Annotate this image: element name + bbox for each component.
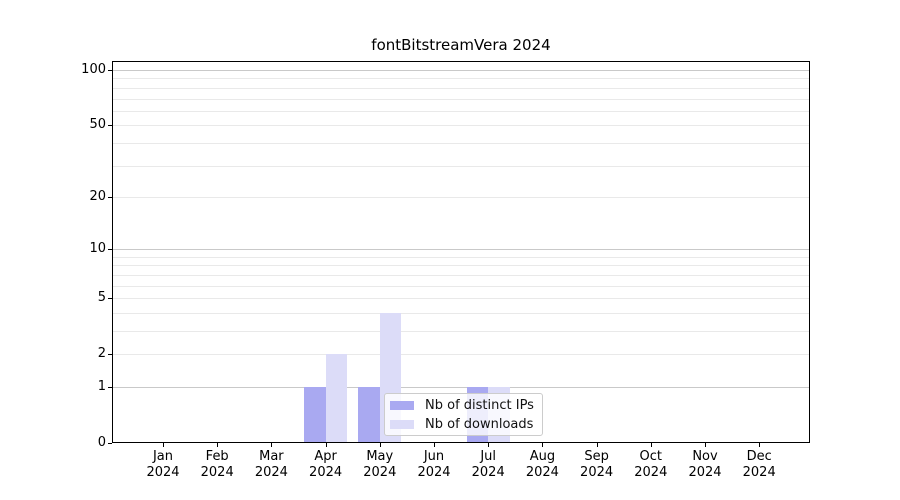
gridline-minor xyxy=(113,354,809,356)
x-tick-mark xyxy=(542,443,544,447)
x-tick-year: 2024 xyxy=(580,465,614,480)
x-tick-mark xyxy=(759,443,761,447)
y-tick-label: 20 xyxy=(89,188,106,204)
y-tick-mark xyxy=(108,387,112,388)
legend-label: Nb of distinct IPs xyxy=(425,397,534,413)
y-tick-label: 1 xyxy=(97,379,106,394)
x-tick-year: 2024 xyxy=(471,465,505,480)
legend-swatch-distinct-ips xyxy=(390,400,414,410)
bar-downloads xyxy=(325,354,348,442)
gridline-major xyxy=(113,249,809,251)
x-tick-year: 2024 xyxy=(200,465,234,480)
legend-swatch-downloads xyxy=(390,419,414,429)
x-tick-month: Jun xyxy=(423,449,445,464)
gridline-minor xyxy=(113,274,809,276)
x-tick-label: May 2024 xyxy=(348,449,412,481)
x-tick-month: Apr xyxy=(314,449,337,464)
gridline-minor xyxy=(113,142,809,144)
y-tick-mark xyxy=(108,298,112,300)
gridline-minor xyxy=(113,125,809,127)
y-tick-label: 100 xyxy=(81,62,106,77)
x-tick-label: Sep 2024 xyxy=(565,449,629,481)
x-tick-label: Jun 2024 xyxy=(402,449,466,481)
chart-title: fontBitstreamVera 2024 xyxy=(371,36,551,54)
bar-distinct-ips xyxy=(303,387,326,442)
x-tick-year: 2024 xyxy=(417,465,451,480)
x-tick-year: 2024 xyxy=(146,465,180,480)
gridline-minor xyxy=(113,312,809,314)
gridline-minor xyxy=(113,87,809,89)
x-tick-label: Mar 2024 xyxy=(239,449,303,481)
x-tick-label: Nov 2024 xyxy=(673,449,737,481)
x-tick-month: Feb xyxy=(205,449,229,464)
y-tick-mark xyxy=(108,443,112,444)
gridline-major xyxy=(113,387,809,388)
x-tick-mark xyxy=(163,443,164,447)
gridline-minor xyxy=(113,285,809,287)
x-tick-month: Jul xyxy=(480,449,497,464)
y-tick-label: 50 xyxy=(89,117,106,133)
x-tick-label: Jul 2024 xyxy=(456,449,520,481)
x-tick-mark xyxy=(271,443,273,447)
x-tick-month: Dec xyxy=(746,449,772,464)
plot-area-border xyxy=(112,61,810,443)
x-tick-label: Dec 2024 xyxy=(727,449,791,481)
x-tick-mark xyxy=(217,443,219,447)
y-tick-mark xyxy=(108,70,112,71)
x-tick-month: Sep xyxy=(584,449,609,464)
gridline-minor xyxy=(113,331,809,332)
x-tick-label: Feb 2024 xyxy=(185,449,249,481)
x-tick-month: Nov xyxy=(692,449,718,464)
x-tick-year: 2024 xyxy=(363,465,397,480)
y-tick-mark xyxy=(108,354,112,356)
gridline-minor xyxy=(113,196,809,198)
gridline-minor xyxy=(113,298,809,300)
x-tick-month: Mar xyxy=(259,449,284,464)
x-tick-year: 2024 xyxy=(634,465,668,480)
x-tick-label: Apr 2024 xyxy=(294,449,358,481)
x-tick-label: Jan 2024 xyxy=(131,449,195,481)
x-tick-mark xyxy=(705,443,706,447)
legend-label: Nb of downloads xyxy=(425,416,534,432)
gridline-minor xyxy=(113,165,809,167)
x-tick-mark xyxy=(325,443,327,447)
x-tick-mark xyxy=(488,443,490,447)
x-tick-label: Oct 2024 xyxy=(619,449,683,481)
x-tick-mark xyxy=(379,443,381,447)
x-tick-mark xyxy=(434,443,435,447)
y-tick-label: 0 xyxy=(97,435,106,450)
y-tick-mark xyxy=(108,249,112,251)
x-tick-year: 2024 xyxy=(525,465,559,480)
x-tick-month: May xyxy=(366,449,394,464)
x-tick-year: 2024 xyxy=(742,465,776,480)
gridline-major xyxy=(113,70,809,71)
x-tick-mark xyxy=(650,443,652,447)
y-tick-label: 5 xyxy=(97,290,106,306)
legend-item-distinct-ips: Nb of distinct IPs xyxy=(390,397,542,413)
gridline-minor xyxy=(113,98,809,100)
x-tick-label: Aug 2024 xyxy=(510,449,574,481)
legend: Nb of distinct IPs Nb of downloads xyxy=(384,393,543,436)
y-tick-label: 2 xyxy=(97,346,106,362)
x-tick-month: Aug xyxy=(529,449,556,464)
x-tick-month: Jan xyxy=(152,449,174,464)
gridline-minor xyxy=(113,110,809,112)
legend-item-downloads: Nb of downloads xyxy=(390,416,542,432)
x-tick-year: 2024 xyxy=(309,465,343,480)
x-tick-month: Oct xyxy=(639,449,663,464)
gridline-minor xyxy=(113,256,809,258)
gridline-minor xyxy=(113,78,809,80)
x-tick-mark xyxy=(596,443,598,447)
y-tick-mark xyxy=(108,125,112,127)
x-tick-year: 2024 xyxy=(254,465,288,480)
y-tick-mark xyxy=(108,196,112,198)
gridline-minor xyxy=(113,265,809,267)
y-tick-label: 10 xyxy=(89,241,106,257)
bar-distinct-ips xyxy=(358,387,380,442)
x-tick-year: 2024 xyxy=(688,465,722,480)
